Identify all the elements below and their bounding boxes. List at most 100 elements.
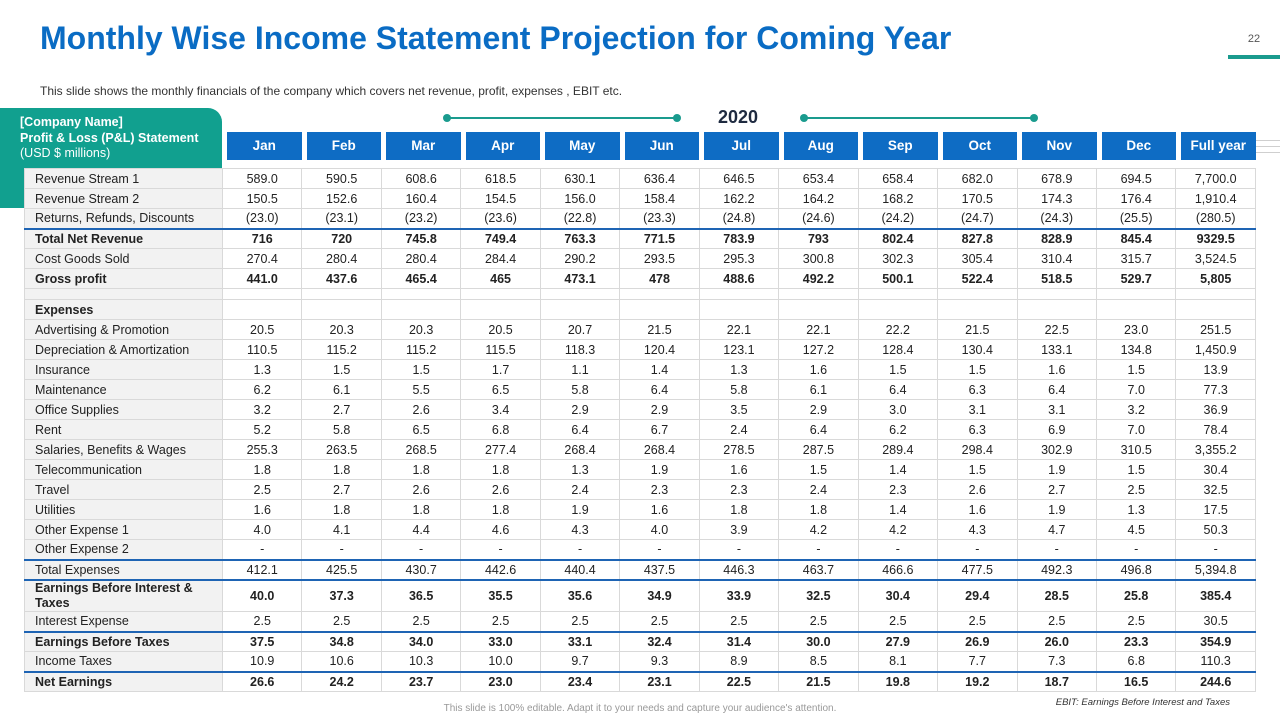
table-row: Advertising & Promotion 20.5 20.3 20.3 20.5 2… bbox=[24, 319, 1256, 340]
table-cell: 1.8 bbox=[460, 499, 541, 520]
table-cell: 2.5 bbox=[221, 479, 303, 500]
table-cell: 1.4 bbox=[857, 499, 939, 520]
table-cell: 473.1 bbox=[539, 268, 621, 289]
table-row: Returns, Refunds, Discounts (23.0) (23.1)(… bbox=[24, 208, 1256, 229]
table-cell: 10.6 bbox=[301, 651, 382, 672]
table-cell: 270.4 bbox=[221, 248, 303, 269]
table-cell: 26.9 bbox=[937, 630, 1018, 652]
table-cell: 128.4 bbox=[857, 339, 939, 360]
table-cell: 1.6 bbox=[221, 499, 303, 520]
table-cell: 133.1 bbox=[1016, 339, 1097, 360]
year-label: 2020 bbox=[717, 107, 759, 127]
table-cell: - bbox=[1095, 539, 1177, 560]
table-cell: 152.6 bbox=[301, 188, 382, 209]
table-cell: 3.1 bbox=[1016, 399, 1097, 420]
table-cell: 646.5 bbox=[698, 168, 780, 189]
table-cell: 310.4 bbox=[1016, 248, 1097, 269]
table-cell: 21.5 bbox=[619, 319, 700, 340]
table-cell: 168.2 bbox=[857, 188, 939, 209]
table-cell: 2.5 bbox=[1095, 479, 1177, 500]
table-cell: 2.3 bbox=[857, 479, 939, 500]
table-cell: 23.1 bbox=[619, 670, 700, 692]
table-cell: 802.4 bbox=[857, 227, 939, 249]
row-label: Office Supplies bbox=[24, 399, 223, 420]
table-cell: 21.5 bbox=[778, 670, 859, 692]
table-cell: 289.4 bbox=[857, 439, 939, 460]
table-cell: 24.2 bbox=[301, 670, 382, 692]
month-header-apr: Apr bbox=[465, 132, 540, 160]
table-cell: 5.8 bbox=[698, 379, 780, 400]
table-cell: 4.0 bbox=[221, 519, 303, 540]
table-cell: - bbox=[460, 539, 541, 560]
table-cell: 441.0 bbox=[221, 268, 303, 289]
table-cell: 1.9 bbox=[1016, 499, 1097, 520]
table-cell bbox=[778, 299, 859, 320]
table-cell: 678.9 bbox=[1016, 168, 1097, 189]
row-label: Revenue Stream 1 bbox=[24, 168, 223, 189]
table-cell: 3.2 bbox=[1095, 399, 1177, 420]
row-label: Salaries, Benefits & Wages bbox=[24, 439, 223, 460]
table-cell: 2.5 bbox=[698, 611, 780, 632]
table-cell: 298.4 bbox=[937, 439, 1018, 460]
table-row: Cost Goods Sold 270.4 280.4 280.4 284.4 290.2… bbox=[24, 248, 1256, 269]
row-label: Total Net Revenue bbox=[24, 227, 223, 249]
table-cell: 466.6 bbox=[857, 558, 939, 580]
table-cell: 463.7 bbox=[778, 558, 859, 580]
table-row: Rent 5.2 5.8 6.5 6.8 6.4 6.7 2.4 6.4 6.2 6.3 6.9 7.0… bbox=[24, 419, 1256, 440]
table-cell bbox=[301, 299, 382, 320]
table-cell: 23.4 bbox=[539, 670, 621, 692]
table-cell: 3.4 bbox=[460, 399, 541, 420]
table-cell: 7.3 bbox=[1016, 651, 1097, 672]
table-cell: 6.8 bbox=[460, 419, 541, 440]
table-cell: 8.5 bbox=[778, 651, 859, 672]
table-cell: 1.3 bbox=[1095, 499, 1177, 520]
table-cell: 2.5 bbox=[380, 611, 462, 632]
table-cell: 10.9 bbox=[221, 651, 303, 672]
table-cell: 26.0 bbox=[1016, 630, 1097, 652]
table-cell: 6.2 bbox=[221, 379, 303, 400]
table-cell bbox=[1095, 299, 1177, 320]
table-cell bbox=[937, 299, 1018, 320]
table-cell: 1.9 bbox=[1016, 459, 1097, 480]
table-cell: 1.6 bbox=[937, 499, 1018, 520]
table-row: Maintenance 6.2 6.1 5.5 6.5 5.8 6.4 5.8 6.1 6.4 6.… bbox=[24, 379, 1256, 400]
table-cell: 20.3 bbox=[301, 319, 382, 340]
table-cell: 22.5 bbox=[1016, 319, 1097, 340]
table-cell: 6.4 bbox=[778, 419, 859, 440]
table-cell: 118.3 bbox=[539, 339, 621, 360]
table-cell: 2.6 bbox=[937, 479, 1018, 500]
table-cell: 771.5 bbox=[619, 227, 700, 249]
row-label: Cost Goods Sold bbox=[24, 248, 223, 269]
table-cell: 251.5 bbox=[1175, 319, 1256, 340]
table-cell: 1.8 bbox=[221, 459, 303, 480]
table-cell: 305.4 bbox=[937, 248, 1018, 269]
table-cell: 123.1 bbox=[698, 339, 780, 360]
statement-name: Profit & Loss (P&L) Statement bbox=[20, 130, 199, 145]
table-cell: 115.2 bbox=[380, 339, 462, 360]
table-cell: 745.8 bbox=[380, 227, 462, 249]
table-cell: 1.8 bbox=[698, 499, 780, 520]
table-row: Revenue Stream 1 589.0 590.5 608.6 618.5 630.… bbox=[24, 168, 1256, 189]
table-cell: 1.5 bbox=[1095, 459, 1177, 480]
table-cell: 763.3 bbox=[539, 227, 621, 249]
table-cell: 2.5 bbox=[460, 611, 541, 632]
table-cell: - bbox=[619, 539, 700, 560]
table-cell: 465.4 bbox=[380, 268, 462, 289]
table-cell: 694.5 bbox=[1095, 168, 1177, 189]
table-cell: 5.2 bbox=[221, 419, 303, 440]
month-header-sep: Sep bbox=[863, 132, 938, 160]
table-cell: 5.5 bbox=[380, 379, 462, 400]
table-cell: 277.4 bbox=[460, 439, 541, 460]
table-cell: - bbox=[221, 539, 303, 560]
table-cell: 20.5 bbox=[221, 319, 303, 340]
table-cell: 442.6 bbox=[460, 558, 541, 580]
table-cell: 5,805 bbox=[1175, 268, 1256, 289]
table-cell bbox=[857, 299, 939, 320]
table-cell: 653.4 bbox=[778, 168, 859, 189]
year-line-dot-right bbox=[1030, 114, 1038, 122]
table-cell: 1.5 bbox=[937, 359, 1018, 380]
month-header-jul: Jul bbox=[704, 132, 779, 160]
month-header-feb: Feb bbox=[306, 132, 381, 160]
row-label: Interest Expense bbox=[24, 611, 223, 632]
table-cell: 4.3 bbox=[937, 519, 1018, 540]
